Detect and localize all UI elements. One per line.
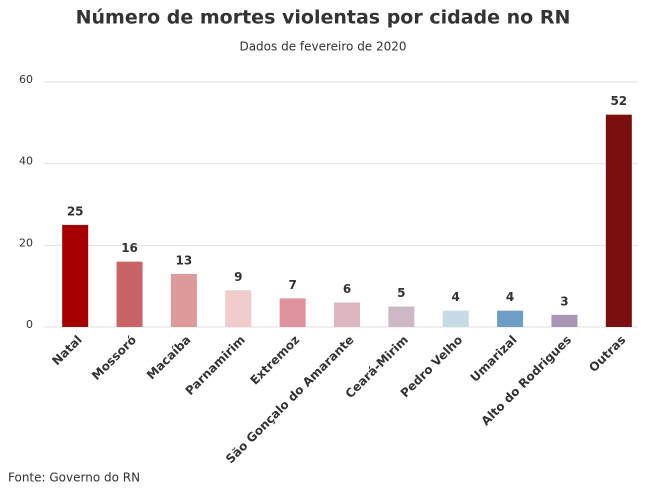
data-label: 6 [343, 282, 351, 296]
bar [497, 310, 524, 327]
bar [388, 306, 415, 327]
x-tick-label: Umarizal [468, 333, 520, 385]
y-tick-label: 0 [26, 318, 33, 331]
data-label: 5 [397, 286, 405, 300]
bar [605, 114, 632, 328]
data-label: 4 [506, 290, 514, 304]
bar [62, 224, 89, 327]
chart-subtitle: Dados de fevereiro de 2020 [239, 40, 406, 54]
data-label: 3 [560, 294, 568, 308]
x-tick-label: Extremoz [247, 333, 302, 388]
bar [225, 290, 252, 327]
data-label: 52 [610, 94, 627, 108]
bar [116, 261, 143, 327]
bar [551, 314, 578, 327]
bar [279, 298, 306, 327]
data-label: 25 [67, 204, 84, 218]
bar [334, 302, 360, 327]
bar [442, 310, 469, 327]
x-tick-label: Macaíba [144, 333, 194, 383]
data-label: 9 [234, 270, 242, 284]
y-tick-label: 20 [19, 236, 33, 249]
data-label: 13 [176, 253, 193, 267]
data-label: 16 [121, 241, 138, 255]
data-label: 4 [452, 290, 460, 304]
data-label: 7 [288, 278, 296, 292]
x-tick-label: Alto do Rodrigues [479, 333, 575, 429]
x-tick-label: Natal [49, 333, 84, 368]
y-tick-label: 60 [19, 73, 33, 86]
source-note: Fonte: Governo do RN [8, 471, 140, 485]
x-tick-label: Mossoró [89, 333, 139, 383]
y-tick-label: 40 [19, 155, 33, 168]
chart-title: Número de mortes violentas por cidade no… [76, 7, 571, 29]
bar [170, 273, 197, 327]
x-tick-label: Outras [586, 333, 628, 375]
